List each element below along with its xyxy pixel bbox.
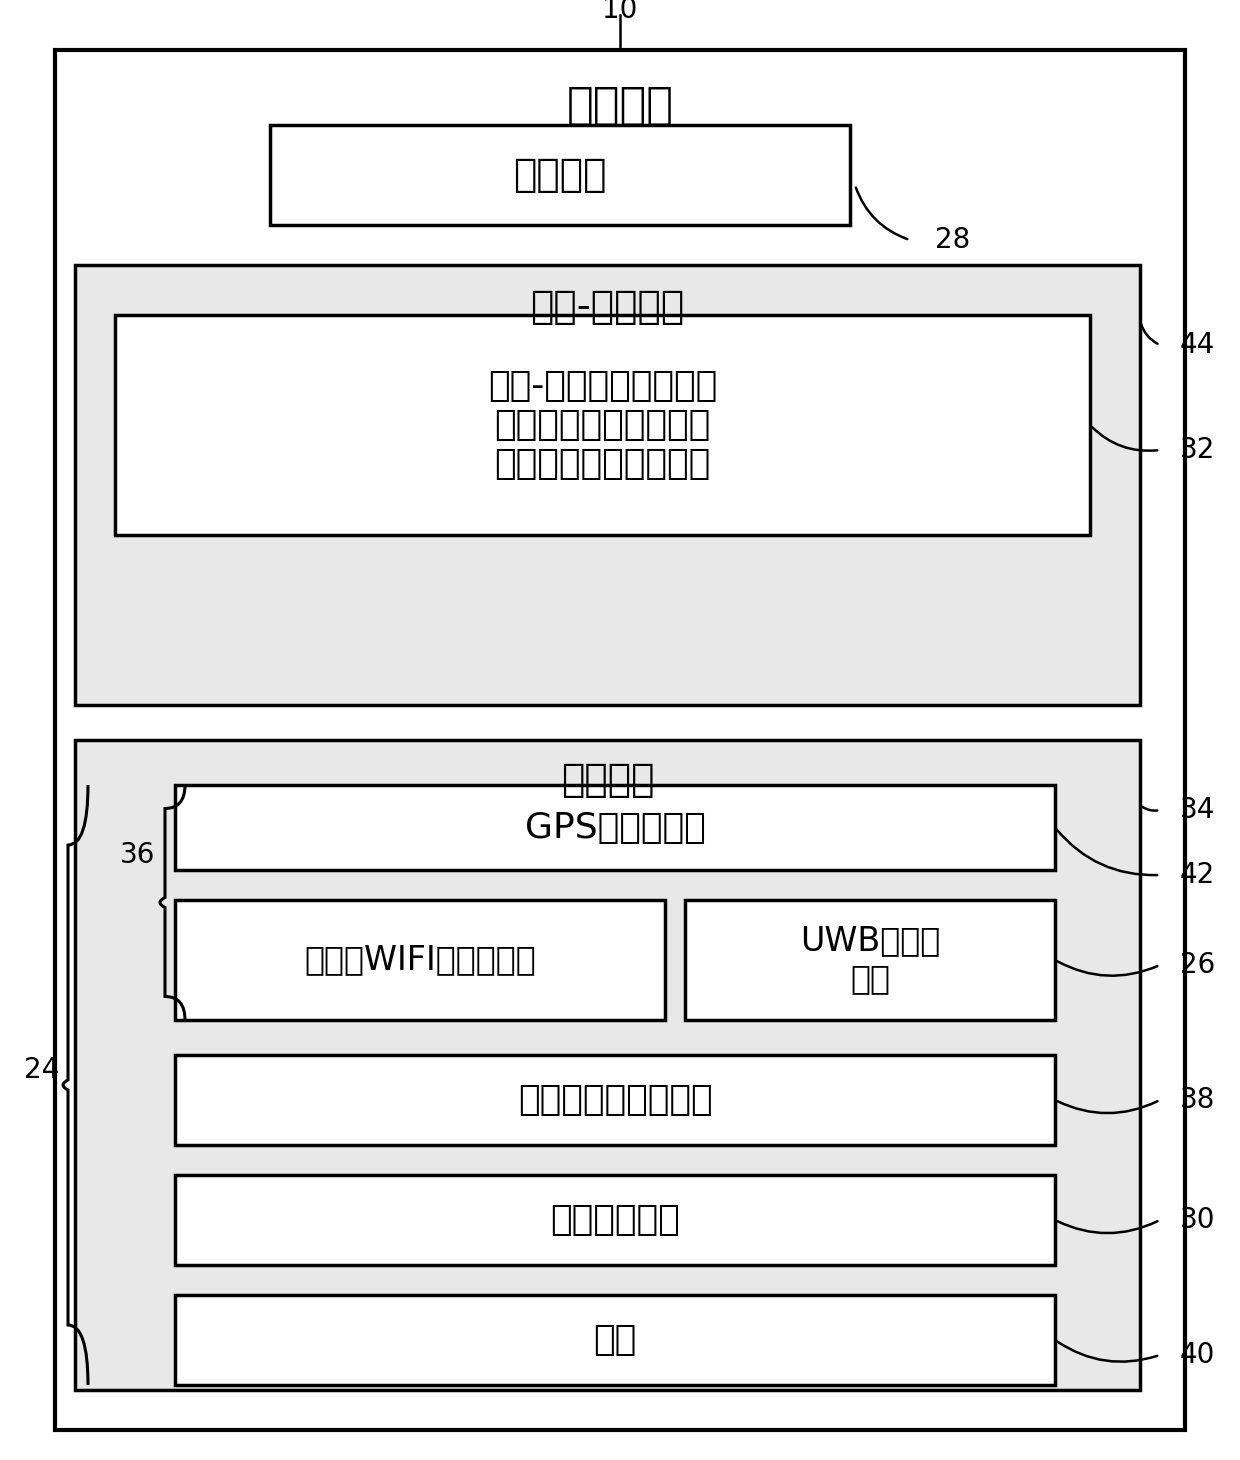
Bar [175,1056,1055,1145]
Bar [74,266,1140,705]
Bar [175,1175,1055,1264]
Text: UWB收发器
电路: UWB收发器 电路 [800,924,940,996]
Bar [270,126,849,225]
Bar [175,1295,1055,1386]
Bar [74,740,1140,1390]
Text: 10: 10 [603,0,637,23]
Text: 28: 28 [935,226,970,254]
Text: 天线: 天线 [594,1323,636,1356]
Text: 42: 42 [1180,861,1215,889]
Text: 26: 26 [1180,950,1215,980]
Bar [175,785,1055,870]
Text: 44: 44 [1180,331,1215,359]
Bar [115,315,1090,534]
Text: 近场通信电路: 近场通信电路 [551,1203,680,1237]
Text: 32: 32 [1180,437,1215,464]
Text: 蓝牙和WIFI收发器电路: 蓝牙和WIFI收发器电路 [304,943,536,977]
Bar [684,899,1055,1021]
Text: GPS接收器电路: GPS接收器电路 [525,810,706,844]
Text: 电子设备: 电子设备 [567,83,673,127]
Bar [175,899,665,1021]
Text: 无线电路: 无线电路 [560,761,655,799]
Text: 40: 40 [1180,1340,1215,1369]
Text: 输入-输出电路: 输入-输出电路 [531,288,684,326]
Text: 38: 38 [1180,1086,1215,1114]
Text: 控制电路: 控制电路 [513,156,606,194]
Text: 蜂窝电话收发器电路: 蜂窝电话收发器电路 [517,1083,712,1117]
Text: 36: 36 [120,841,156,869]
Text: 输入-输出设备（例如，
传感器、显示器、扬声
器、麦克风、按钮等）: 输入-输出设备（例如， 传感器、显示器、扬声 器、麦克风、按钮等） [487,368,717,482]
Text: 34: 34 [1180,796,1215,823]
Text: 24: 24 [25,1056,60,1083]
Text: 30: 30 [1180,1206,1215,1234]
